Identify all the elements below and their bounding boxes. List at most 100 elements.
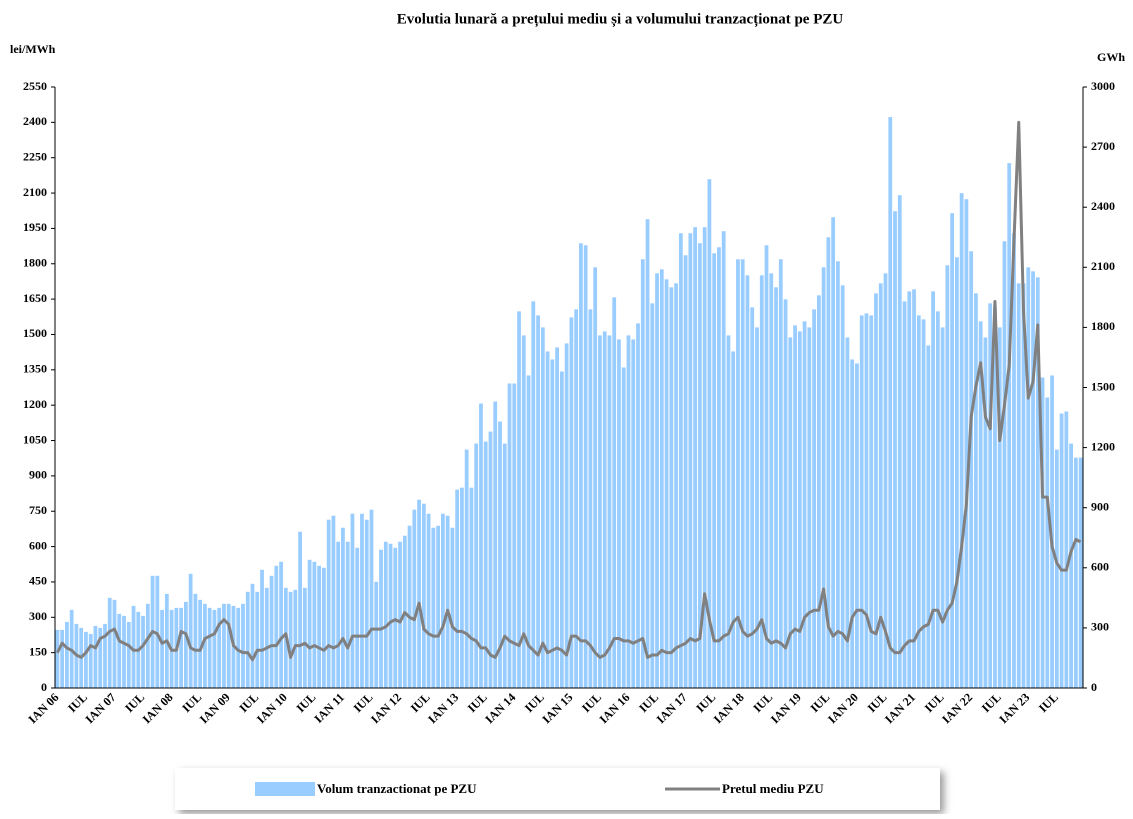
bar <box>793 325 797 688</box>
x-tick-label: IAN 22 <box>939 690 975 726</box>
y-tick-label: 1650 <box>23 291 47 305</box>
bar <box>398 541 402 688</box>
bar <box>921 319 926 688</box>
bar <box>388 543 393 688</box>
bar <box>935 311 940 688</box>
bar <box>850 359 855 688</box>
bar <box>226 603 231 688</box>
bar <box>874 293 878 688</box>
bar <box>864 313 869 688</box>
bar <box>769 273 774 688</box>
x-tick-label: IAN 07 <box>82 690 118 726</box>
bar <box>750 307 755 688</box>
bar <box>417 499 421 688</box>
bar <box>540 327 545 688</box>
chart-title: Evolutia lunară a prețului mediu și a vo… <box>397 11 844 27</box>
x-tick-label: IAN 09 <box>197 690 233 726</box>
legend-label: Pretul mediu PZU <box>722 781 824 796</box>
y2-tick-label: 600 <box>1091 560 1109 574</box>
bar <box>364 519 369 688</box>
bar <box>93 625 98 688</box>
bar <box>60 629 65 688</box>
bar <box>831 217 836 688</box>
bar <box>331 515 336 688</box>
bar <box>293 589 298 688</box>
bar <box>816 295 821 688</box>
bar <box>997 327 1002 688</box>
bar <box>103 623 107 688</box>
y2-tick-label: 900 <box>1091 499 1109 513</box>
y-tick-label: 2550 <box>23 79 47 93</box>
bar <box>160 609 164 688</box>
y2-tick-label: 2100 <box>1091 259 1115 273</box>
bar <box>559 371 564 688</box>
y-tick-label: 1800 <box>23 256 47 270</box>
bar <box>241 603 245 688</box>
bar <box>945 265 950 688</box>
bar <box>98 627 103 688</box>
x-tick-label: IAN 15 <box>539 690 575 726</box>
bar <box>845 337 850 688</box>
bar <box>222 603 226 688</box>
bar <box>350 513 355 688</box>
bar <box>940 327 945 688</box>
bar <box>483 441 488 688</box>
bar <box>122 615 126 688</box>
bar <box>145 603 150 688</box>
x-tick-label: IAN 08 <box>140 690 176 726</box>
bar <box>993 307 997 688</box>
bar <box>469 487 474 688</box>
bar <box>907 291 912 688</box>
bar <box>555 347 559 688</box>
bar <box>926 345 931 688</box>
bar <box>545 351 550 688</box>
bar <box>155 575 160 688</box>
bar <box>298 531 302 688</box>
x-tick-label: IAN 06 <box>25 690 61 726</box>
bar <box>702 227 707 688</box>
legend-swatch <box>255 782 315 796</box>
bar <box>1059 413 1064 688</box>
bar <box>1012 233 1016 688</box>
bar <box>450 527 455 688</box>
bar <box>988 303 993 688</box>
bar <box>978 321 983 688</box>
bar <box>950 213 954 688</box>
bar <box>436 525 440 688</box>
bar <box>355 547 360 688</box>
x-tick-label: IAN 14 <box>482 690 518 726</box>
bar <box>236 607 241 688</box>
bar <box>821 267 826 688</box>
y-tick-label: 0 <box>41 680 47 694</box>
bar <box>740 259 745 688</box>
x-tick-label: IUL <box>1036 690 1061 715</box>
bar <box>217 607 222 688</box>
bar <box>255 591 260 688</box>
y2-tick-label: 1200 <box>1091 439 1115 453</box>
bar <box>788 337 793 688</box>
y-axis-label: lei/MWh <box>10 42 56 56</box>
line <box>56 120 1082 662</box>
bar <box>655 273 659 688</box>
bar <box>593 267 598 688</box>
bar <box>812 309 816 688</box>
bar <box>759 275 764 688</box>
bar <box>598 335 602 688</box>
legend-label: Volum tranzactionat pe PZU <box>317 781 477 796</box>
bar <box>712 253 717 688</box>
bar <box>636 323 640 688</box>
bar <box>179 607 183 688</box>
bar <box>1054 449 1059 688</box>
bar <box>302 587 307 688</box>
bar <box>288 591 293 688</box>
bar <box>460 487 464 688</box>
bar <box>983 337 988 688</box>
bar <box>374 581 379 688</box>
bar <box>531 301 536 688</box>
bar <box>502 443 507 688</box>
bar <box>855 363 859 688</box>
bar <box>764 245 769 688</box>
bar <box>893 211 897 688</box>
bar <box>65 621 69 688</box>
bar <box>1069 443 1073 688</box>
